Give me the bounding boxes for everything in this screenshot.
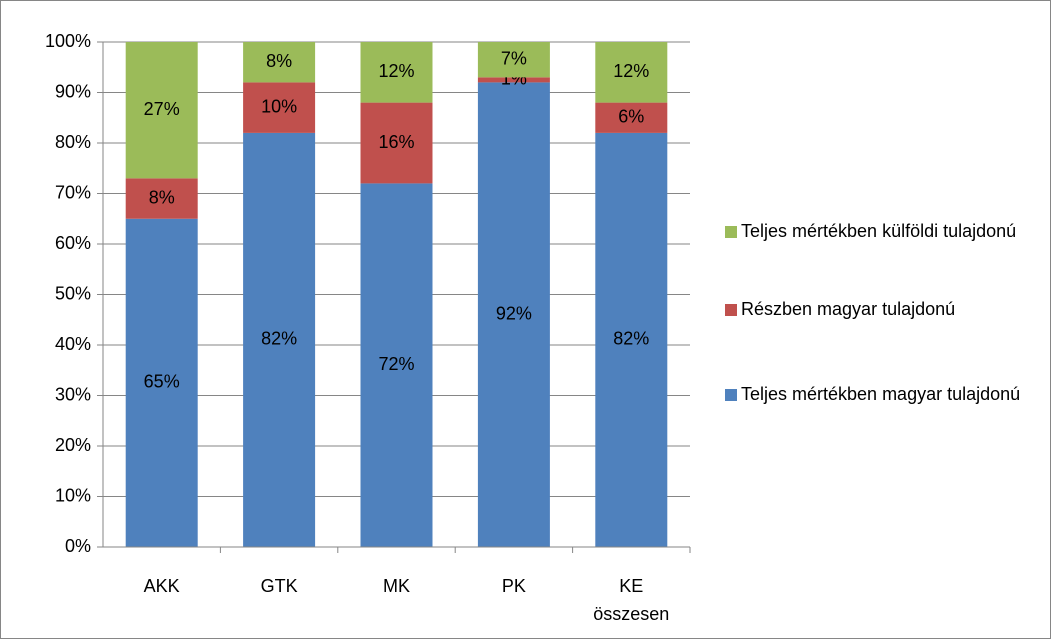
data-label: 12% [378,61,414,81]
legend-label: Teljes mértékben magyar tulajdonú [741,384,1020,404]
data-label: 10% [261,96,297,116]
y-tick-label: 20% [55,435,91,455]
bar-segment [243,132,316,547]
y-tick-label: 30% [55,384,91,404]
y-tick-label: 100% [45,31,91,51]
y-tick-label: 80% [55,132,91,152]
data-label: 12% [613,61,649,81]
bar-segment [595,42,668,103]
bar-segment [243,82,316,133]
legend-swatch [725,389,737,401]
bar-segment [125,42,198,179]
y-tick-label: 60% [55,233,91,253]
y-tick-label: 50% [55,283,91,303]
data-label: 27% [144,99,180,119]
y-tick-label: 40% [55,334,91,354]
bar-segment [360,102,433,184]
data-label: 65% [144,372,180,392]
legend-swatch [725,304,737,316]
x-tick-label: KE összesen [593,576,669,624]
data-label: 72% [378,354,414,374]
data-label: 7% [501,48,527,68]
data-label: 8% [266,51,292,71]
bar-segment [360,42,433,103]
x-tick-label: AKK [144,576,180,596]
bar-segment [243,42,316,83]
bar-segment [125,218,198,547]
x-tick-label: MK [383,576,410,596]
bar-segment [477,82,550,548]
bar-segment [125,178,198,219]
legend-label: Teljes mértékben külföldi tulajdonú [741,221,1016,241]
data-label: 16% [378,132,414,152]
y-tick-label: 90% [55,81,91,101]
bar-segment [595,102,668,133]
bar-segment [477,77,550,83]
y-tick-label: 0% [65,536,91,556]
y-tick-label: 10% [55,485,91,505]
data-label: 6% [618,107,644,127]
data-label: 82% [261,329,297,349]
data-label: 92% [496,303,532,323]
data-label: 8% [149,187,175,207]
y-tick-label: 70% [55,182,91,202]
x-tick-label: GTK [261,576,298,596]
legend-label: Részben magyar tulajdonú [741,299,955,319]
data-label: 82% [613,329,649,349]
bar-segment [477,42,550,78]
x-tick-label: PK [502,576,526,596]
legend-swatch [725,226,737,238]
bar-segment [360,183,433,547]
bar-segment [595,132,668,547]
